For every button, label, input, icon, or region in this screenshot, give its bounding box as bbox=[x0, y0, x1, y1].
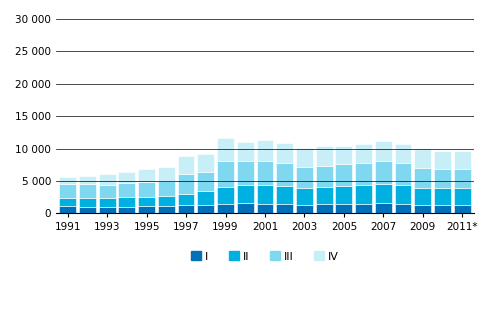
Bar bbox=[276, 186, 293, 204]
Bar bbox=[158, 206, 175, 213]
Bar bbox=[276, 143, 293, 163]
Bar bbox=[256, 185, 273, 204]
Bar bbox=[59, 198, 76, 206]
Bar bbox=[79, 184, 96, 198]
Bar bbox=[335, 204, 352, 213]
Bar bbox=[198, 191, 214, 205]
Bar bbox=[217, 138, 234, 161]
Bar bbox=[375, 141, 392, 161]
Bar bbox=[335, 186, 352, 204]
Bar bbox=[355, 204, 372, 213]
Bar bbox=[119, 207, 135, 213]
Bar bbox=[335, 146, 352, 164]
Bar bbox=[59, 177, 76, 184]
Bar bbox=[256, 140, 273, 161]
Bar bbox=[138, 206, 155, 213]
Bar bbox=[237, 185, 253, 203]
Bar bbox=[198, 172, 214, 191]
Bar bbox=[198, 205, 214, 213]
Bar bbox=[276, 204, 293, 213]
Bar bbox=[414, 149, 431, 168]
Bar bbox=[414, 188, 431, 205]
Bar bbox=[414, 205, 431, 213]
Bar bbox=[237, 142, 253, 161]
Bar bbox=[99, 198, 116, 207]
Bar bbox=[79, 198, 96, 207]
Bar bbox=[375, 161, 392, 184]
Bar bbox=[335, 164, 352, 186]
Bar bbox=[434, 169, 451, 188]
Bar bbox=[198, 154, 214, 172]
Bar bbox=[99, 174, 116, 185]
Bar bbox=[296, 205, 313, 213]
Bar bbox=[138, 197, 155, 206]
Bar bbox=[217, 161, 234, 187]
Bar bbox=[414, 168, 431, 188]
Bar bbox=[395, 185, 412, 204]
Bar bbox=[454, 188, 471, 205]
Bar bbox=[99, 185, 116, 198]
Bar bbox=[276, 163, 293, 186]
Bar bbox=[434, 188, 451, 205]
Bar bbox=[256, 161, 273, 185]
Bar bbox=[138, 169, 155, 182]
Bar bbox=[316, 146, 332, 166]
Bar bbox=[119, 172, 135, 183]
Bar bbox=[178, 194, 195, 206]
Bar bbox=[237, 161, 253, 185]
Bar bbox=[355, 185, 372, 204]
Bar bbox=[395, 163, 412, 185]
Bar bbox=[99, 207, 116, 213]
Bar bbox=[355, 163, 372, 185]
Bar bbox=[454, 205, 471, 213]
Bar bbox=[158, 196, 175, 206]
Bar bbox=[178, 156, 195, 174]
Bar bbox=[316, 166, 332, 187]
Bar bbox=[79, 207, 96, 213]
Bar bbox=[395, 204, 412, 213]
Bar bbox=[454, 169, 471, 188]
Bar bbox=[355, 144, 372, 163]
Bar bbox=[375, 184, 392, 203]
Bar bbox=[434, 151, 451, 169]
Bar bbox=[119, 197, 135, 207]
Bar bbox=[217, 204, 234, 213]
Bar bbox=[59, 206, 76, 213]
Bar bbox=[296, 188, 313, 205]
Bar bbox=[296, 148, 313, 167]
Bar bbox=[158, 167, 175, 181]
Bar bbox=[316, 187, 332, 204]
Bar bbox=[59, 184, 76, 198]
Bar bbox=[79, 176, 96, 184]
Bar bbox=[454, 151, 471, 169]
Bar bbox=[316, 204, 332, 213]
Bar bbox=[375, 203, 392, 213]
Bar bbox=[158, 181, 175, 196]
Bar bbox=[138, 182, 155, 197]
Bar bbox=[217, 187, 234, 204]
Bar bbox=[178, 174, 195, 194]
Bar bbox=[237, 203, 253, 213]
Bar bbox=[296, 167, 313, 188]
Legend: I, II, III, IV: I, II, III, IV bbox=[186, 247, 343, 266]
Bar bbox=[119, 183, 135, 197]
Bar bbox=[178, 206, 195, 213]
Bar bbox=[256, 204, 273, 213]
Bar bbox=[434, 205, 451, 213]
Bar bbox=[395, 144, 412, 163]
